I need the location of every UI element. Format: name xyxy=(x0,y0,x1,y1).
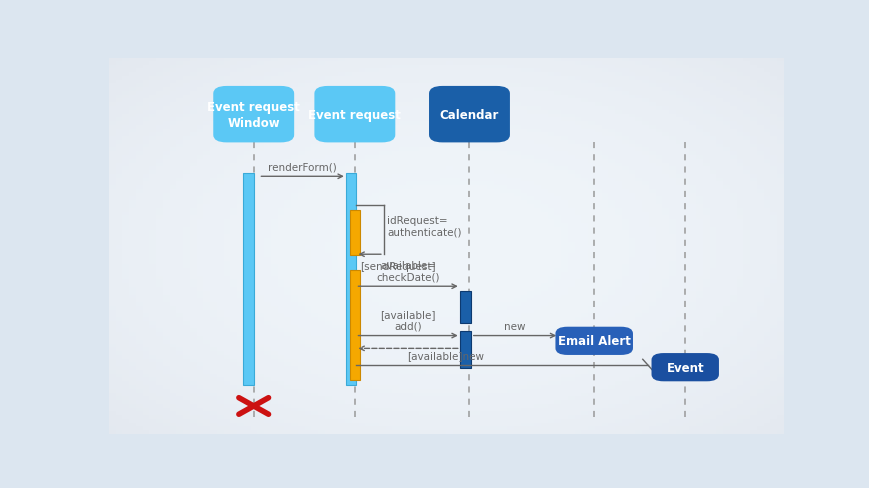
FancyBboxPatch shape xyxy=(554,327,633,355)
Bar xyxy=(346,173,355,386)
Text: new: new xyxy=(504,321,525,331)
Bar xyxy=(460,331,470,368)
Bar xyxy=(349,271,359,380)
FancyBboxPatch shape xyxy=(213,87,294,143)
Text: [available]new: [available]new xyxy=(407,351,484,361)
Text: Event request: Event request xyxy=(308,108,401,122)
Text: Calendar: Calendar xyxy=(440,108,499,122)
Text: Event request
Window: Event request Window xyxy=(207,101,300,129)
Text: renderForm(): renderForm() xyxy=(268,162,336,172)
Bar xyxy=(242,173,254,386)
Text: [sendRequest]: [sendRequest] xyxy=(360,261,435,271)
Bar xyxy=(460,291,470,324)
FancyBboxPatch shape xyxy=(428,87,509,143)
FancyBboxPatch shape xyxy=(314,87,395,143)
Text: available=
checkDate(): available= checkDate() xyxy=(376,260,440,282)
FancyBboxPatch shape xyxy=(651,353,718,382)
Bar xyxy=(349,211,359,256)
Text: Email Alert: Email Alert xyxy=(557,335,630,347)
Text: [available]
add(): [available] add() xyxy=(380,309,435,331)
Text: Event: Event xyxy=(666,361,703,374)
Text: idRequest=
authenticate(): idRequest= authenticate() xyxy=(387,215,461,237)
